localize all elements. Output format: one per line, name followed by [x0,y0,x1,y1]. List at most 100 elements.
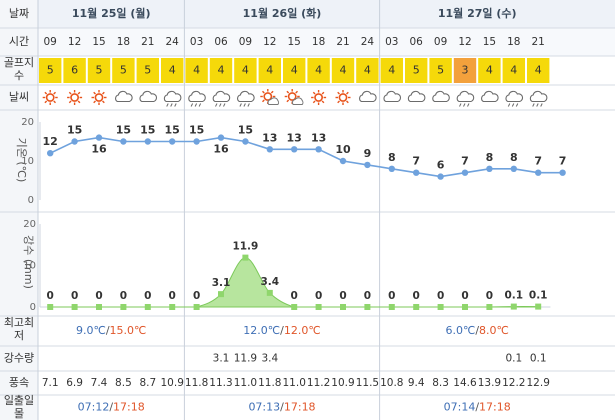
temperature-label: 13 [287,131,302,144]
golf-index-cell [63,58,86,83]
golf-index-cell [283,58,306,83]
golf-index-value: 4 [315,64,322,77]
temperature-point [169,138,176,145]
golf-index-cell [39,58,62,83]
sun-separator: / [475,401,479,414]
cloud-rain-icon [505,90,524,107]
rain-label: 0.1 [504,290,523,302]
cloud-icon [383,90,402,103]
sunrise-sunset-value: 07:13/17:18 [248,401,315,414]
min-temp: 6.0℃ [445,324,475,337]
rain-point [47,304,54,310]
minmax-separator: / [475,324,479,337]
temperature-label: 13 [311,131,326,144]
cloud-rain-icon [237,90,255,107]
rain-point [218,291,224,298]
golf-index-label: 골프지 수 [4,56,34,82]
cloud-rain-icon [529,90,548,107]
golf-index-cell [356,58,379,83]
date-row-background [0,0,615,28]
golf-index-value: 4 [266,64,273,77]
time-label: 시간 [9,35,29,48]
golf-index-cell [185,58,208,83]
rain-label: 11.9 [232,241,258,253]
golf-index-cell [478,58,501,83]
cloud-rain-icon [188,90,206,107]
rain-point [193,304,200,310]
rain-label: 0 [291,290,298,302]
minmax-separator: / [280,324,284,337]
temperature-label: 15 [165,124,180,137]
date-header: 11월 26일 (화) [243,6,322,20]
rain-label: 0 [461,290,468,302]
golf-index-value: 5 [144,64,151,77]
golf-index-cell [405,58,428,83]
rain-point [388,304,395,310]
golf-index-value: 4 [218,64,225,77]
rain-label: 0 [486,290,493,302]
wind-value: 7.1 [42,377,59,389]
time-cell: 03 [385,36,398,48]
max-temp: 8.0℃ [479,324,509,337]
temperature-label: 7 [534,155,542,168]
golf-index-cell [136,58,159,83]
date-header: 11월 25일 (월) [72,6,151,20]
sunrise-time: 07:14 [444,401,476,414]
golf-index-cell [429,58,452,83]
temperature-point [144,138,151,145]
temperature-point [413,169,420,176]
rain-label: 0 [95,290,102,302]
temperature-point [291,146,298,153]
cloud-icon [139,90,158,103]
rain-point [413,304,420,310]
wind-value: 12.9 [527,377,550,389]
time-cell: 06 [214,36,228,48]
temperature-point [339,157,347,165]
time-cell: 12 [458,36,471,48]
golf-index-cell [502,58,525,83]
temperature-label: 9 [364,147,372,160]
golf-index-value: 4 [169,64,176,77]
cloud-rain-icon [163,90,182,107]
golf-index-cell [453,58,477,83]
cloud-icon [115,90,133,103]
wind-value: 13.9 [478,377,501,389]
wind-value: 10.9 [161,377,184,389]
golf-index-value: 4 [364,64,371,77]
temperature-label: 7 [412,155,420,168]
temperature-point [193,138,200,145]
golf-index-cell [112,58,135,83]
temperature-point [559,169,566,176]
golf-index-cell [380,58,403,83]
rain-label: 0 [193,290,200,302]
golf-index-value: 4 [242,64,249,77]
time-cell: 18 [312,36,325,48]
rain-label: 0 [364,290,371,302]
time-cell: 15 [92,36,105,48]
wind-value: 8.3 [432,377,449,389]
sun-icon [67,90,83,105]
wind-value: 8.7 [139,377,156,389]
golf-index-cell [87,58,111,83]
golf-index-cell [307,58,330,83]
temperature-label: 15 [189,124,204,137]
cloud-icon [432,90,450,103]
temp-y-tick: 20 [21,117,34,128]
rain-label: 3.1 [212,277,231,289]
rain-point [437,304,444,310]
temperature-label: 8 [510,151,518,164]
temp-y-tick: 0 [28,195,34,206]
time-cell: 09 [434,36,447,48]
wind-value: 14.6 [453,377,477,389]
rain-point [96,304,102,310]
golf-index-cell [234,58,257,83]
sunrise-sunset-label: 일출일 몰 [4,393,34,420]
sun-icon [335,90,351,105]
temperature-label: 7 [559,155,567,168]
rainfall-label: 강수량 [4,352,34,365]
rain-point [486,304,493,310]
wind-value: 6.9 [66,377,83,389]
rainfall-value: 3.4 [261,353,278,365]
rain-label: 0 [169,290,176,302]
temperature-point [364,161,371,169]
